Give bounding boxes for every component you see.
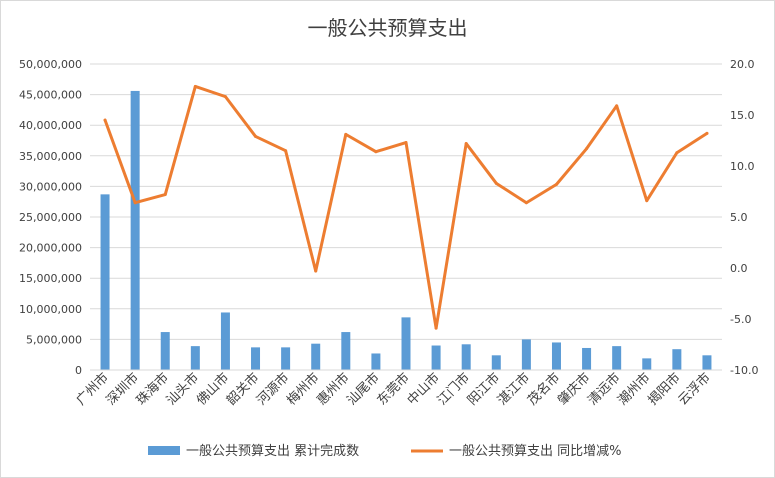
left-tick-label: 35,000,000 xyxy=(19,150,82,163)
left-axis: 0 5,000,000 10,000,000 15,000,000 20,000,000… xyxy=(19,58,82,377)
category-label: 汕尾市 xyxy=(344,370,383,409)
legend: 一般公共预算支出 累计完成数 一般公共预算支出 同比增减% xyxy=(148,443,622,459)
legend-line-label: 一般公共预算支出 同比增减% xyxy=(449,443,622,459)
line-point xyxy=(494,181,498,185)
bar xyxy=(251,347,261,370)
line-point xyxy=(344,132,348,136)
category-label: 韶关市 xyxy=(223,370,262,409)
category-label: 江门市 xyxy=(434,370,473,409)
line-point xyxy=(133,201,137,205)
bar xyxy=(521,339,531,370)
line-point xyxy=(675,151,679,155)
line-point xyxy=(615,104,619,108)
bar xyxy=(642,358,652,370)
bar xyxy=(582,347,592,370)
line-point xyxy=(223,95,227,99)
bar xyxy=(311,343,321,370)
category-label: 潮州市 xyxy=(615,370,654,409)
right-tick-label: 15.0 xyxy=(730,109,755,122)
left-tick-label: 10,000,000 xyxy=(19,303,82,316)
category-label: 东莞市 xyxy=(374,370,413,409)
right-tick-label: 5.0 xyxy=(730,211,748,224)
bar xyxy=(130,90,140,370)
category-label: 珠海市 xyxy=(133,370,172,409)
bar xyxy=(702,355,712,370)
left-tick-label: 5,000,000 xyxy=(26,333,82,346)
category-label: 梅州市 xyxy=(284,370,323,409)
bar xyxy=(491,355,501,370)
bar xyxy=(612,346,622,370)
left-tick-label: 30,000,000 xyxy=(19,180,82,193)
bar xyxy=(341,332,351,370)
bar xyxy=(100,194,110,370)
right-tick-label: -5.0 xyxy=(730,313,751,326)
right-tick-label: 0.0 xyxy=(730,262,748,275)
line-point xyxy=(284,149,288,153)
bar xyxy=(160,332,170,370)
left-tick-label: 45,000,000 xyxy=(19,89,82,102)
line-point xyxy=(705,131,709,135)
line-point xyxy=(554,182,558,186)
line-point xyxy=(464,142,468,146)
category-label: 佛山市 xyxy=(193,370,232,409)
bar xyxy=(431,345,441,370)
category-label: 汕头市 xyxy=(163,370,202,409)
right-axis: -10.0 -5.0 0.0 5.0 10.0 15.0 20.0 xyxy=(730,58,758,377)
category-label: 河源市 xyxy=(254,370,293,409)
line-point xyxy=(585,147,589,151)
line-series xyxy=(103,84,709,330)
category-label: 中山市 xyxy=(404,370,443,409)
right-tick-label: -10.0 xyxy=(730,364,758,377)
left-tick-label: 20,000,000 xyxy=(19,242,82,255)
bar xyxy=(220,312,230,370)
legend-bar-label: 一般公共预算支出 累计完成数 xyxy=(186,443,359,459)
right-tick-label: 10.0 xyxy=(730,160,755,173)
left-tick-label: 50,000,000 xyxy=(19,58,82,71)
line-point xyxy=(374,150,378,154)
bar-series xyxy=(100,90,712,370)
category-label: 惠州市 xyxy=(314,370,353,409)
line-point xyxy=(254,134,258,138)
bar xyxy=(190,346,200,370)
line-point xyxy=(404,141,408,145)
bar xyxy=(401,317,411,370)
category-label: 茂名市 xyxy=(524,370,563,409)
category-label: 阳江市 xyxy=(464,370,503,409)
bar xyxy=(461,344,471,370)
legend-bar-swatch xyxy=(148,446,180,455)
line-point xyxy=(524,201,528,205)
growth-line xyxy=(103,84,709,330)
right-tick-label: 20.0 xyxy=(730,58,755,71)
category-label: 揭阳市 xyxy=(645,370,684,409)
category-label: 清远市 xyxy=(585,370,624,409)
line-point xyxy=(103,118,107,122)
gridlines xyxy=(90,63,722,371)
category-label: 深圳市 xyxy=(103,370,142,409)
chart-title: 一般公共预算支出 xyxy=(307,16,468,40)
category-label: 云浮市 xyxy=(675,370,714,409)
line-point xyxy=(163,193,167,197)
line-point xyxy=(434,326,438,330)
bar xyxy=(672,349,682,370)
left-tick-label: 15,000,000 xyxy=(19,272,82,285)
left-tick-label: 0 xyxy=(75,364,82,377)
bar xyxy=(551,342,561,370)
category-label: 肇庆市 xyxy=(554,370,593,409)
line-point xyxy=(193,84,197,88)
left-tick-label: 25,000,000 xyxy=(19,211,82,224)
line-point xyxy=(314,269,318,273)
bar xyxy=(281,347,291,370)
category-label: 湛江市 xyxy=(494,370,533,409)
x-axis: 广州市深圳市珠海市汕头市佛山市韶关市河源市梅州市惠州市汕尾市东莞市中山市江门市阳… xyxy=(73,369,722,409)
line-point xyxy=(645,199,649,203)
left-tick-label: 40,000,000 xyxy=(19,119,82,132)
bar xyxy=(371,353,381,370)
